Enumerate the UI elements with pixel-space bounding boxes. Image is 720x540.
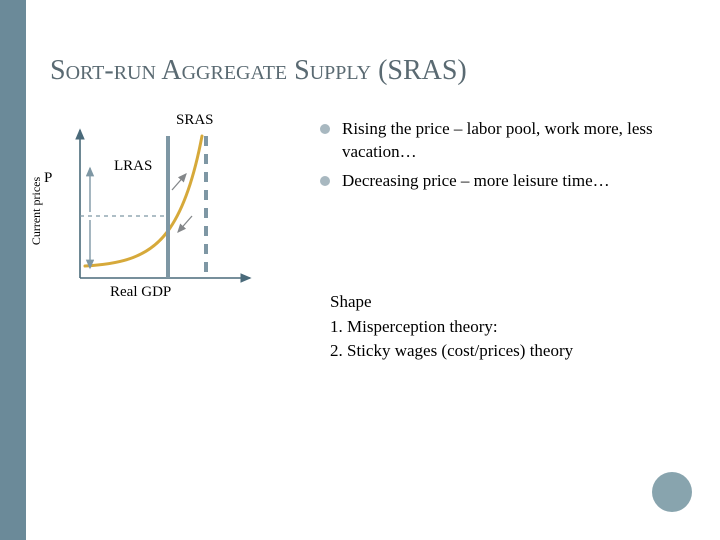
current-prices-label: Current prices (30, 176, 43, 246)
bullet-list: Rising the price – labor pool, work more… (320, 118, 690, 199)
sras-label: SRAS (176, 112, 214, 129)
bullet-item: Decreasing price – more leisure time… (320, 170, 690, 193)
corner-circle-icon (652, 472, 692, 512)
left-side-bar (0, 0, 26, 540)
bullet-text: Rising the price – labor pool, work more… (342, 118, 690, 164)
bullet-item: Rising the price – labor pool, work more… (320, 118, 690, 164)
lras-label: LRAS (114, 158, 152, 175)
bullet-dot-icon (320, 176, 330, 186)
shape-item: 2. Sticky wages (cost/prices) theory (330, 339, 573, 364)
page-title: Sort-run Aggregate Supply (SRAS) (50, 55, 467, 87)
y-axis-label: P (44, 170, 52, 187)
shape-item: 1. Misperception theory: (330, 315, 573, 340)
shape-block: Shape 1. Misperception theory:2. Sticky … (330, 290, 573, 364)
bullet-dot-icon (320, 124, 330, 134)
sras-chart: P Real GDP SRAS LRAS Current prices (50, 118, 270, 303)
x-axis-label: Real GDP (110, 284, 171, 301)
shape-heading: Shape (330, 290, 573, 315)
chart-svg (50, 118, 270, 298)
bullet-text: Decreasing price – more leisure time… (342, 170, 610, 193)
